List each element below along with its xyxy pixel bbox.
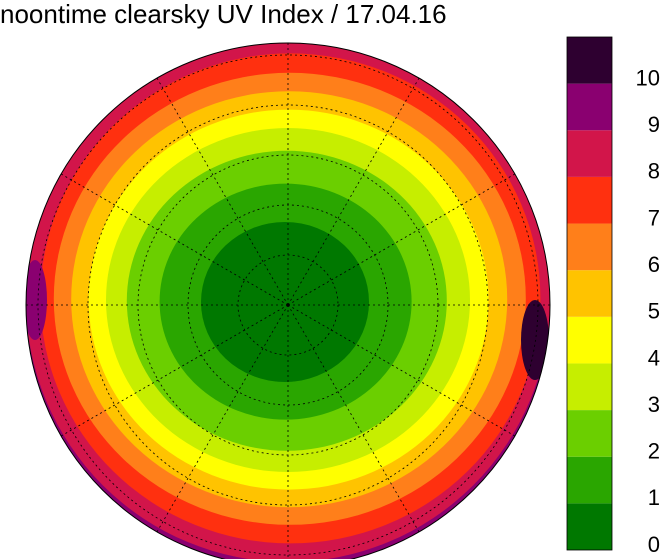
map-border bbox=[25, 42, 551, 559]
uv-band bbox=[521, 300, 549, 380]
colorbar-tick-label: 8 bbox=[648, 159, 660, 184]
colorbar-tick-label: 0 bbox=[648, 532, 660, 557]
colorbar-tick-label: 7 bbox=[648, 205, 660, 230]
colorbar: 0 1 2 3 4 5 6 7 8 9 10 bbox=[566, 36, 660, 557]
colorbar-swatch bbox=[567, 316, 612, 364]
polar-map bbox=[26, 43, 550, 559]
colorbar-tick-label: 9 bbox=[648, 112, 660, 137]
graticule bbox=[287, 304, 420, 533]
graticule bbox=[287, 304, 516, 437]
uv-band bbox=[26, 260, 47, 340]
colorbar-tick-label: 6 bbox=[648, 252, 660, 277]
colorbar-tick-label: 2 bbox=[648, 439, 660, 464]
colorbar-swatch bbox=[567, 363, 612, 411]
colorbar-tick-label: 3 bbox=[648, 392, 660, 417]
uv-band bbox=[201, 222, 369, 382]
colorbar-swatch bbox=[567, 503, 612, 550]
colorbar-swatch bbox=[567, 37, 612, 84]
graticule bbox=[60, 173, 289, 306]
colorbar-swatch bbox=[567, 176, 612, 224]
colorbar-swatch bbox=[567, 410, 612, 457]
graticule bbox=[287, 77, 420, 306]
graticule bbox=[156, 77, 289, 306]
colorbar-frame bbox=[566, 36, 613, 551]
colorbar-swatch bbox=[567, 130, 612, 177]
colorbar-tick-label: 4 bbox=[648, 345, 660, 370]
colorbar-tick-label: 10 bbox=[636, 65, 660, 90]
chart-title: noontime clearsky UV Index / 17.04.16 bbox=[0, 0, 447, 29]
colorbar-tick-label: 5 bbox=[648, 299, 660, 324]
colorbar-tick-label: 1 bbox=[648, 485, 660, 510]
colorbar-swatch bbox=[567, 83, 612, 131]
colorbar-swatch bbox=[567, 270, 612, 317]
graticule bbox=[60, 304, 289, 437]
colorbar-swatch bbox=[567, 223, 612, 271]
graticule bbox=[156, 304, 289, 533]
colorbar-swatch bbox=[567, 456, 612, 504]
graticule bbox=[287, 173, 516, 306]
